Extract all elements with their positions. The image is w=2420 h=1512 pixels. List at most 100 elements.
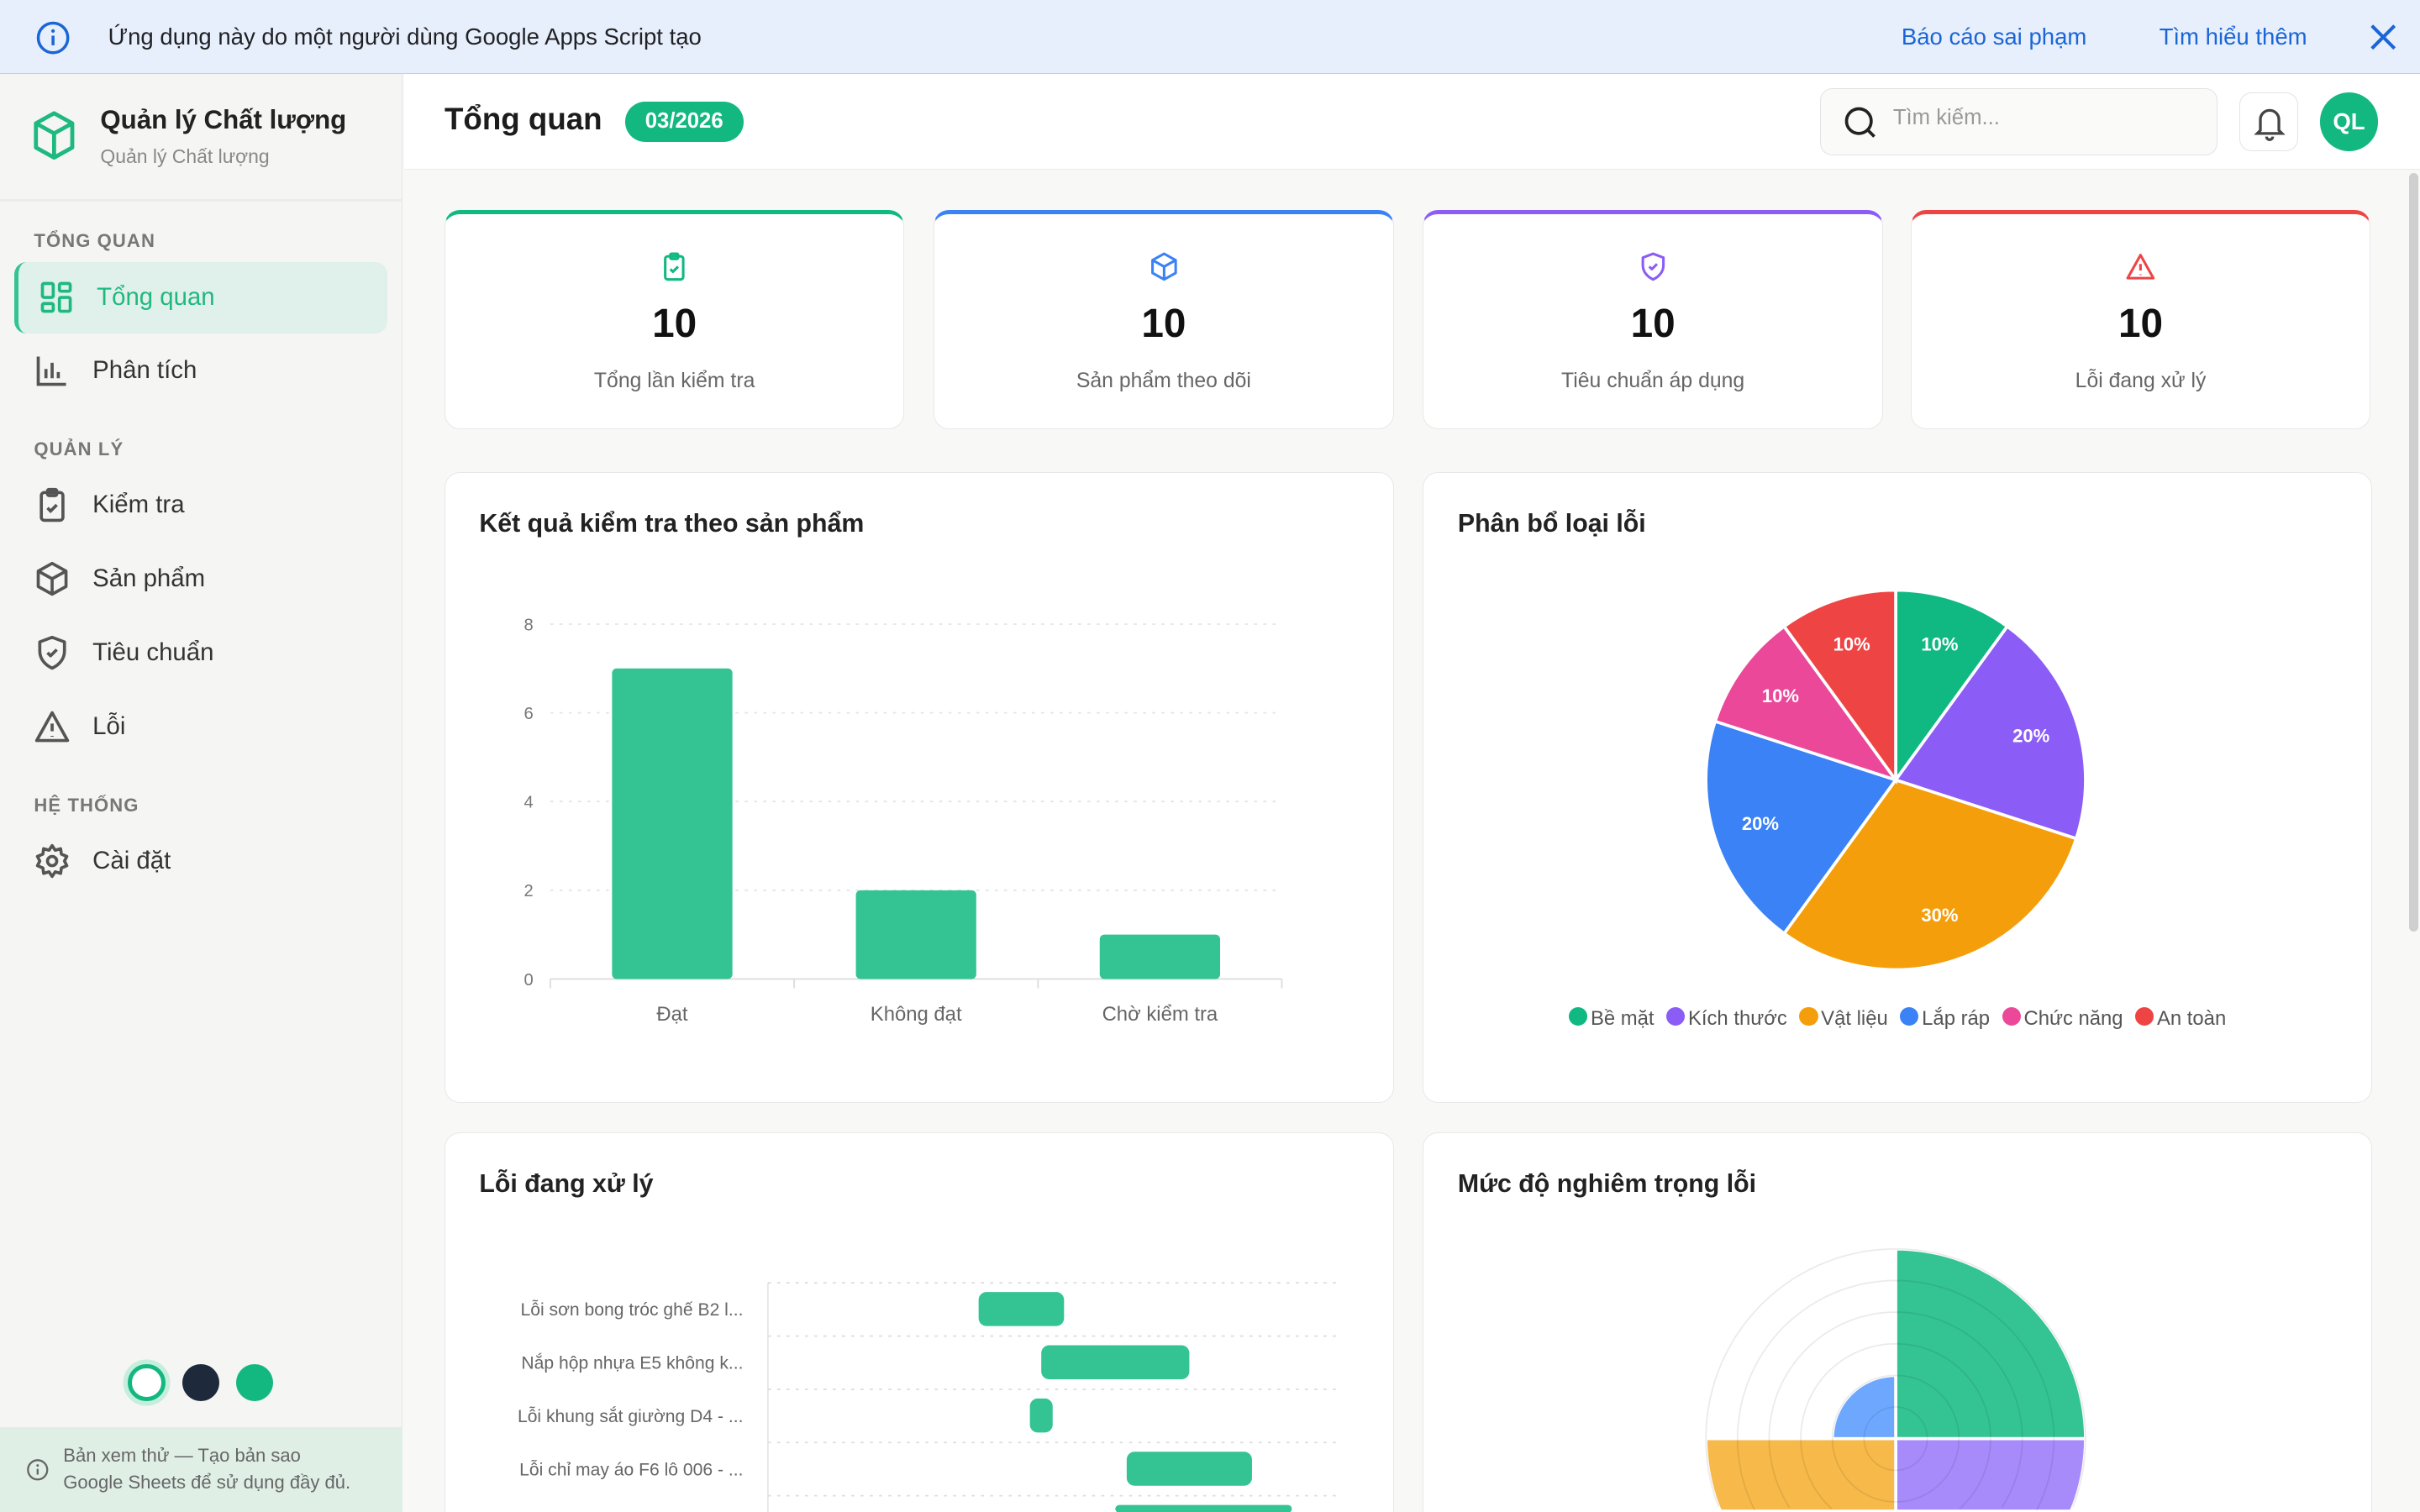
bar-chart-icon <box>37 356 66 386</box>
section-label-overview: TỔNG QUAN <box>34 229 155 251</box>
pie-slice[interactable] <box>1782 588 1898 785</box>
category-label: Lỗi sơn bong tróc ghế B2 l... <box>520 1300 743 1320</box>
sidebar-item-settings[interactable]: Cài đặt <box>14 826 387 896</box>
shield-check-icon <box>38 635 66 670</box>
bar[interactable] <box>855 890 976 979</box>
stat-label: Tổng lần kiểm tra <box>593 370 755 393</box>
sidebar-item-inspection[interactable]: Kiểm tra <box>14 469 387 539</box>
sidebar-item-label: Phân tích <box>92 355 197 384</box>
info-icon <box>36 21 70 55</box>
close-icon[interactable] <box>2366 20 2400 54</box>
stat-label: Lỗi đang xử lý <box>2075 370 2207 393</box>
avatar[interactable]: QL <box>2319 92 2379 151</box>
sidebar-item-products[interactable]: Sản phẩm <box>14 543 387 614</box>
sidebar-item-label: Lỗi <box>92 712 126 741</box>
legend-item[interactable]: Kích thước <box>1666 1007 1787 1031</box>
section-label-manage: QUẢN LÝ <box>34 438 124 459</box>
pie-slice[interactable] <box>1704 719 1899 936</box>
legend-label: Kích thước <box>1687 1006 1787 1030</box>
timeline-bar[interactable] <box>1029 1399 1053 1433</box>
page-title: Tổng quan <box>444 102 602 137</box>
box-icon <box>1150 252 1177 281</box>
y-tick-label: 8 <box>523 616 533 634</box>
theme-green-swatch[interactable] <box>236 1363 274 1401</box>
warning-triangle-icon <box>2126 253 2155 280</box>
banner-message: Ứng dụng này do một người dùng Google Ap… <box>108 23 702 50</box>
bar[interactable] <box>1099 934 1221 979</box>
top-header: Tổng quan 03/2026 QL <box>404 74 2420 171</box>
y-tick-label: 6 <box>523 705 533 723</box>
panel-title: Phân bổ loại lỗi <box>1457 510 1646 538</box>
legend-label: Bề mặt <box>1590 1006 1655 1030</box>
preview-notice-line1: Bản xem thử — Tạo bản sao <box>63 1445 301 1467</box>
warning-triangle-icon <box>35 711 70 743</box>
pie-slice[interactable] <box>1893 624 2088 841</box>
legend-item[interactable]: Vật liệu <box>1799 1007 1888 1031</box>
polar-gridline <box>1800 1342 1992 1510</box>
bar[interactable] <box>612 668 733 979</box>
slice-label: 10% <box>1833 634 1871 655</box>
timeline-bar[interactable] <box>978 1292 1065 1326</box>
stat-card: 10 Tiêu chuẩn áp dụng <box>1423 209 1883 429</box>
stat-value: 10 <box>1141 301 1186 346</box>
polar-gridline <box>1863 1406 1929 1472</box>
pie-slice[interactable] <box>1894 588 2010 785</box>
legend-label: An toàn <box>2156 1006 2227 1030</box>
stat-card: 10 Sản phẩm theo dõi <box>934 209 1394 429</box>
slice-label: 30% <box>1922 905 1960 926</box>
legend-swatch <box>2135 1007 2154 1026</box>
category-label: Lỗi chỉ may áo F6 lô 006 - ... <box>519 1460 743 1479</box>
search-input[interactable] <box>1892 105 2202 130</box>
info-banner: Ứng dụng này do một người dùng Google Ap… <box>0 0 2420 75</box>
y-tick-label: 0 <box>523 971 533 990</box>
notifications-button[interactable] <box>2239 92 2298 151</box>
slice-label: 10% <box>1762 685 1800 706</box>
polar-segment[interactable] <box>1894 1247 2088 1441</box>
slice-label: 10% <box>1922 634 1960 655</box>
pie-slice[interactable] <box>1713 624 1901 784</box>
sidebar-item-standards[interactable]: Tiêu chuẩn <box>14 617 387 688</box>
polar-segment[interactable] <box>1894 1436 2088 1512</box>
sidebar-item-analytics[interactable]: Phân tích <box>14 335 387 406</box>
polar-segment[interactable] <box>1704 1436 1898 1512</box>
defect-distribution-pie-chart: 10% 20% 30% 20% 10% 10% <box>1704 588 2088 972</box>
stat-value: 10 <box>652 301 697 346</box>
sidebar: Quản lý Chất lượng Quản lý Chất lượng TỔ… <box>0 74 403 1512</box>
timeline-bar[interactable] <box>1041 1345 1190 1380</box>
polar-gridline <box>1832 1374 1960 1504</box>
legend-item[interactable]: An toàn <box>2135 1007 2226 1031</box>
severity-polar-chart <box>1704 1247 2088 1512</box>
preview-notice: Bản xem thử — Tạo bản sao Google Sheets đ… <box>0 1426 403 1512</box>
learn-more-link[interactable]: Tìm hiểu thêm <box>2159 23 2307 50</box>
stat-card: 10 Tổng lần kiểm tra <box>444 209 905 429</box>
legend-item[interactable]: Lắp ráp <box>1900 1007 1990 1031</box>
search-box[interactable] <box>1819 87 2218 156</box>
preview-notice-line2: Google Sheets để sử dụng đầy đủ. <box>63 1471 351 1493</box>
sidebar-item-label: Tiêu chuẩn <box>92 638 214 666</box>
legend-item[interactable]: Bề mặt <box>1569 1006 1655 1031</box>
timeline-bar[interactable] <box>1115 1504 1292 1512</box>
report-abuse-link[interactable]: Báo cáo sai phạm <box>1901 23 2087 50</box>
defect-distribution-panel: Phân bổ loại lỗi 10% 20% 30% 20% 10% 10% Bề m… <box>1423 472 2373 1104</box>
gear-icon <box>36 843 69 879</box>
open-defects-panel: Lỗi đang xử lý Lỗi sơn bong tróc ghế B2 … <box>444 1132 1394 1512</box>
stat-value: 10 <box>1630 301 1676 346</box>
category-label: Lỗi khung sắt giường D4 - ... <box>518 1407 744 1426</box>
theme-light-swatch[interactable] <box>128 1363 166 1401</box>
legend-swatch <box>1666 1007 1686 1026</box>
legend-swatch <box>2002 1007 2021 1026</box>
x-tick-label: Chờ kiểm tra <box>1102 1003 1218 1026</box>
x-tick-label: Đạt <box>656 1003 688 1026</box>
polar-segment[interactable] <box>1831 1373 1898 1441</box>
brand-subtitle: Quản lý Chất lượng <box>100 144 270 167</box>
inspection-results-bar-chart: 0 2 4 6 8 Đạt Không đạt Chờ kiểm tra <box>523 616 1283 1026</box>
sidebar-item-defects[interactable]: Lỗi <box>14 691 387 762</box>
legend-item[interactable]: Chức năng <box>2002 1007 2123 1031</box>
theme-dark-swatch[interactable] <box>182 1363 219 1401</box>
panel-title: Mức độ nghiêm trọng lỗi <box>1457 1170 1757 1199</box>
pie-slice[interactable] <box>1782 778 2079 972</box>
scrollbar[interactable] <box>2409 172 2419 932</box>
sidebar-item-overview[interactable]: Tổng quan <box>13 262 387 333</box>
timeline-bar[interactable] <box>1126 1452 1252 1486</box>
divider <box>0 198 403 202</box>
